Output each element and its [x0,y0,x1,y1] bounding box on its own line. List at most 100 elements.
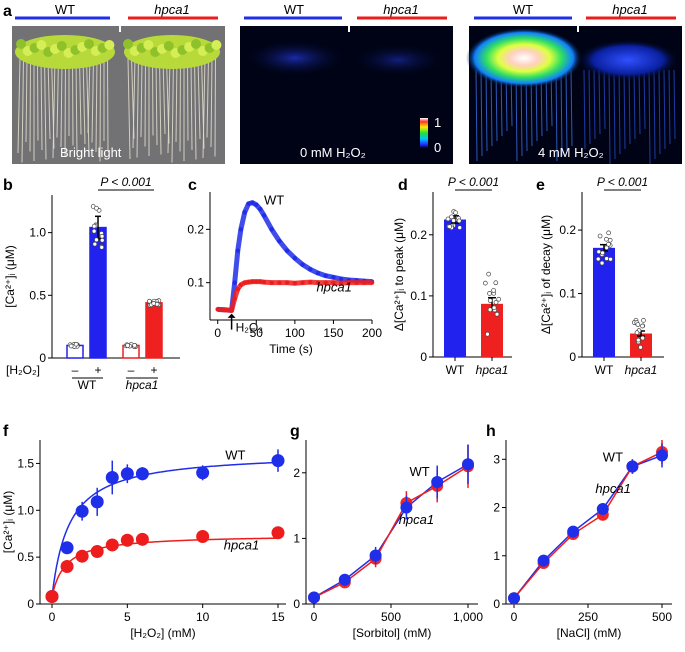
replicate-dot [638,344,643,350]
photo2-color-scale [420,118,428,148]
x-axis-label: [H₂O₂] (mM) [130,626,195,640]
x-tick-label: 150 [323,326,343,340]
series-point [261,213,267,218]
data-point [90,545,104,559]
y-tick-label: 2 [293,466,300,480]
root-signal [663,69,666,150]
data-point [60,560,74,574]
data-point [567,525,580,538]
x-tick-label: 0 [511,610,518,624]
series-point [257,279,263,284]
replicate-dot [99,245,105,250]
series-point [338,276,344,282]
fit-curve [51,461,279,597]
replicate-dot [125,343,130,348]
root-line [127,57,131,160]
replicate-dot [493,280,499,286]
series-point [238,227,244,232]
root-line [91,57,94,143]
group-label-wt: WT [78,378,97,392]
root-line [210,57,213,148]
series-point [323,280,328,285]
series-line [513,451,663,599]
photo-bright-light: WT hpca1 Bright light [12,2,225,164]
chart-h: 0 1 2 3 0 250 500 [NaCl] (mM) WT hpca1 [493,440,672,640]
x-tick-label: WT [446,363,465,377]
y-tick-label: 0.1 [559,287,576,301]
leaf [36,40,47,50]
replicate-dot [595,256,601,262]
series-point [354,280,359,285]
replicate-dot [496,296,502,302]
y-tick-label: 0 [27,597,34,611]
replicate-dot [599,260,605,266]
series-label-wt: WT [225,448,245,463]
y-axis-label: Δ[Ca²⁺]ᵢ to peak (μM) [392,218,406,331]
data-point [105,470,119,484]
photo2-wt-glow [245,40,345,76]
series-point [362,280,367,285]
root-signal [643,69,646,130]
leaf [104,40,115,50]
replicate-dot [607,237,613,243]
data-point [196,530,210,544]
x-tick-label: 50 [250,326,264,340]
series-line [313,465,469,599]
data-point [431,475,444,488]
replicate-dot [604,236,609,242]
root-line [179,57,181,152]
leaf [191,39,201,49]
replicate-dot [132,343,137,348]
series-point [250,200,255,205]
photo3-wt-label: WT [513,2,533,17]
data-point [60,541,74,555]
photo3-wt-glow [466,28,582,88]
data-point [271,526,285,540]
root-line [197,57,201,140]
root-line [64,57,66,157]
data-point [135,532,149,546]
root-signal [555,69,558,162]
replicate-dot [449,214,454,220]
series-point [308,267,313,272]
data-point [656,449,668,462]
x-tick-label: 200 [362,326,382,340]
replicate-dot [606,230,611,236]
leaf [56,41,67,51]
series-point [246,279,251,285]
x-tick-sign: – [72,363,79,377]
replicate-dot [600,250,605,256]
replicate-dot [94,205,99,211]
p-value: P < 0.001 [597,175,648,189]
x-axis-label: [NaCl] (mM) [557,626,622,640]
root-signal [583,69,586,150]
root-line [44,57,47,160]
root-line [47,57,51,140]
root-line [52,57,56,159]
y-tick-label: 0 [420,350,427,364]
data-point [338,573,351,586]
replicate-dot [447,224,452,229]
photo1-mut-label: hpca1 [154,2,189,17]
y-axis-label: Δ[Ca²⁺]ᵢ of decay (μM) [539,215,553,334]
root-signal [668,69,671,145]
replicate-dot [68,343,74,349]
series-point [315,280,321,285]
x-tick-label: 500 [381,610,401,624]
root-line [190,57,193,151]
series-point [369,280,375,285]
chart-g: 0 1 2 0 500 1,000 [Sorbitol] (mM) WT hpca1 [293,440,483,640]
x-tick-sign: + [150,363,157,377]
replicate-dot [99,237,105,243]
root-line [202,57,206,159]
series-label-wt: WT [409,464,429,479]
photo1-leaf-detail [16,39,222,58]
replicate-dot [485,331,490,337]
replicate-dot [486,271,491,277]
replicate-dot [606,241,611,247]
x-tick-label: 250 [578,610,598,624]
data-point [626,460,639,473]
replicate-dot [92,241,98,247]
root-line [82,57,86,145]
data-point [196,466,210,480]
